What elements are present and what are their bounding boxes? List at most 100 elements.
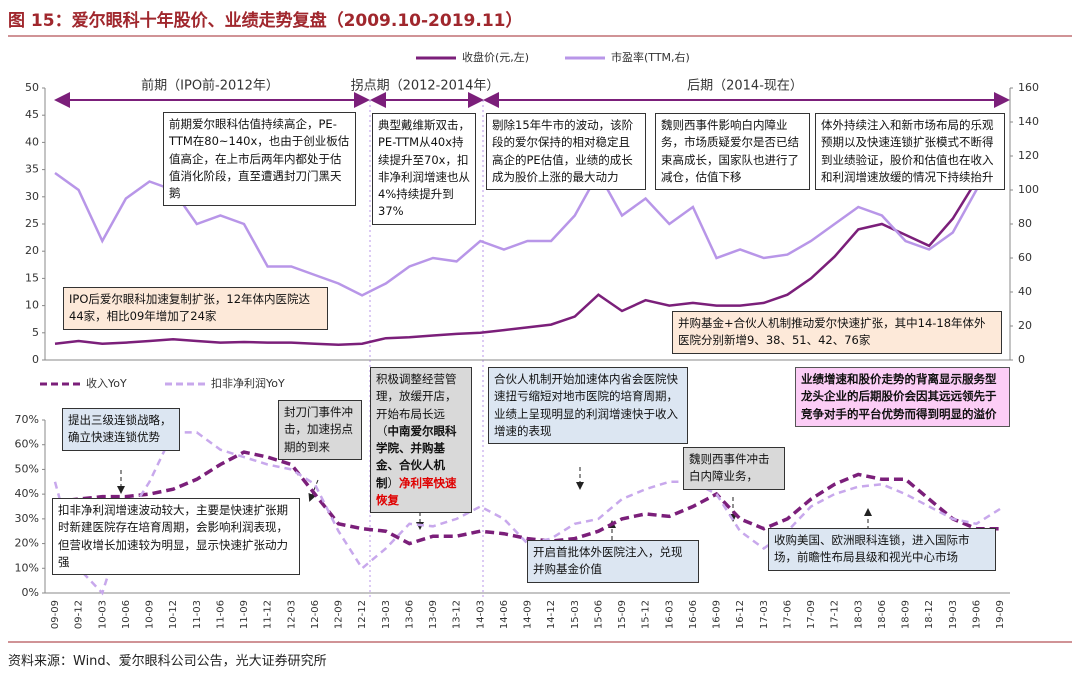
x-tick-label: 19-03 — [948, 600, 959, 629]
tick-label: 30% — [15, 512, 39, 525]
annotation: 体外持续注入和新市场布局的乐观预期以及快速连锁扩张模式不断得到业绩验证，股价和估… — [815, 113, 1005, 190]
annotation: 并购基金+合伙人机制推动爱尔快速扩张，其中14-18年体外医院分别新增9、38、… — [672, 311, 1002, 354]
x-tick-label: 15-12 — [641, 600, 652, 629]
x-tick-label: 16-12 — [735, 600, 746, 629]
x-tick-label: 11-06 — [215, 600, 226, 629]
annotation: 封刀门事件冲击，加速拐点期的到来 — [278, 400, 362, 460]
x-tick-label: 18-12 — [924, 600, 935, 629]
x-tick-label: 17-12 — [830, 600, 841, 629]
annotation: IPO后爱尔眼科加速复制扩张，12年体内医院达44家，相比09年增加了24家 — [63, 287, 328, 330]
tick-label: 140 — [1018, 115, 1039, 128]
x-tick-label: 12-06 — [310, 600, 321, 629]
x-tick-label: 19-09 — [995, 600, 1006, 629]
tick-label: 160 — [1018, 81, 1039, 94]
annotation: 前期爱尔眼科估值持续高企，PE-TTM在80~140x，也由于创业板估值高企，在… — [163, 112, 356, 207]
x-tick-label: 18-06 — [877, 600, 888, 629]
legend-label: 市盈率(TTM,右) — [611, 50, 690, 64]
x-tick-label: 15-09 — [617, 600, 628, 629]
series-line — [54, 450, 1000, 546]
tick-label: 20 — [1018, 319, 1032, 332]
x-tick-label: 15-06 — [593, 600, 604, 629]
x-tick-label: 14-03 — [475, 600, 486, 629]
x-tick-label: 12-03 — [286, 600, 297, 629]
tick-label: 0 — [32, 353, 39, 366]
tick-label: 10 — [25, 299, 39, 312]
annotation-bold: 中南爱尔眼科学院、并购基金、合伙人机制 — [376, 423, 457, 490]
tick-label: 15 — [25, 271, 39, 284]
x-tick-label: 15-03 — [570, 600, 581, 629]
tick-label: 40% — [15, 487, 39, 500]
x-tick-label: 16-03 — [664, 600, 675, 629]
annotation: 魏则西事件影响白内障业务，市场质疑爱尔是否已结束高成长，国家队也进行了减仓，估值… — [655, 113, 810, 190]
x-tick-label: 11-09 — [239, 600, 250, 629]
annotation-highlight: 净利率快速恢复 — [376, 475, 457, 507]
x-tick-label: 17-09 — [806, 600, 817, 629]
tick-label: 10% — [15, 561, 39, 574]
tick-label: 70% — [15, 413, 39, 426]
tick-label: 35 — [25, 163, 39, 176]
tick-label: 40 — [1018, 285, 1032, 298]
x-tick-label: 09-09 — [50, 600, 61, 629]
x-tick-label: 13-12 — [452, 600, 463, 629]
callout-arrows — [117, 467, 872, 540]
tick-label: 40 — [25, 135, 39, 148]
tick-label: 50% — [15, 462, 39, 475]
x-tick-label: 14-09 — [523, 600, 534, 629]
x-tick-label: 10-03 — [97, 600, 108, 629]
x-tick-label: 17-06 — [782, 600, 793, 629]
x-tick-label: 16-09 — [712, 600, 723, 629]
period-label: 后期（2014-现在） — [687, 79, 803, 94]
annotation: 提出三级连锁战略，确立快速连锁优势 — [62, 408, 180, 451]
annotation: 业绩增速和股价走势的背离显示服务型龙头企业的后期股价会因其远远领先于竞争对手的平… — [795, 367, 1010, 427]
tick-label: 20 — [25, 244, 39, 257]
tick-label: 0% — [22, 586, 39, 599]
annotation: 开启首批体外医院注入，兑现并购基金价值 — [527, 540, 699, 583]
x-tick-label: 10-12 — [168, 600, 179, 629]
x-tick-label: 14-12 — [546, 600, 557, 629]
series-line — [54, 152, 1001, 347]
period-label: 拐点期（2012-2014年） — [351, 79, 500, 94]
tick-label: 120 — [1018, 149, 1039, 162]
tick-label: 20% — [15, 537, 39, 550]
x-tick-label: 16-06 — [688, 600, 699, 629]
series-line — [53, 431, 1001, 596]
tick-label: 60% — [15, 438, 39, 451]
title: 图 15：爱尔眼科十年股价、业绩走势复盘（2009.10-2019.11） — [8, 11, 523, 31]
tick-label: 50 — [25, 81, 39, 94]
annotation-text: 积极调整经营管理，放缓开店，开始布局长远（ — [376, 372, 457, 438]
annotation: 合伙人机制开始加速体内省会医院快速扭亏缩短对地市医院的培育周期，业绩上呈现明显的… — [488, 367, 688, 444]
annotation: 魏则西事件冲击白内障业务， — [683, 447, 785, 490]
annotation-text: ） — [387, 475, 400, 490]
x-tick-label: 18-09 — [901, 600, 912, 629]
annotation: 扣非净利润增速波动较大，主要是快速扩张期时新建医院存在培育周期，会影响利润表现，… — [52, 498, 300, 575]
period-label: 前期（IPO前-2012年） — [141, 78, 279, 94]
x-tick-label: 13-03 — [381, 600, 392, 629]
x-tick-label: 19-06 — [971, 600, 982, 629]
x-tick-label: 18-03 — [853, 600, 864, 629]
tick-label: 45 — [25, 108, 39, 121]
tick-label: 25 — [25, 217, 39, 230]
tick-label: 5 — [32, 326, 39, 339]
legend-label: 扣非净利润YoY — [211, 376, 285, 390]
legend-label: 收盘价(元,左) — [462, 50, 529, 64]
x-tick-label: 13-06 — [404, 600, 415, 629]
x-tick-label: 17-03 — [759, 600, 770, 629]
x-tick-label: 13-09 — [428, 600, 439, 629]
x-tick-label: 10-09 — [145, 600, 156, 629]
x-tick-label: 10-06 — [121, 600, 132, 629]
x-tick-label: 09-12 — [74, 600, 85, 629]
tick-label: 60 — [1018, 251, 1032, 264]
tick-label: 30 — [25, 190, 39, 203]
legend-label: 收入YoY — [86, 376, 127, 390]
x-tick-label: 11-03 — [192, 600, 203, 629]
annotation: 积极调整经营管理，放缓开店，开始布局长远（中南爱尔眼科学院、并购基金、合伙人机制… — [370, 367, 472, 513]
annotation: 收购美国、欧洲眼科连锁，进入国际市场，前瞻性布局县级和视光中心市场 — [768, 528, 996, 571]
tick-label: 100 — [1018, 183, 1039, 196]
source: 资料来源：Wind、爱尔眼科公司公告，光大证券研究所 — [8, 654, 327, 669]
x-tick-label: 12-09 — [334, 600, 345, 629]
annotation: 典型戴维斯双击，PE-TTM从40x持续提升至70x，扣非净利润增速也从4%持续… — [372, 113, 476, 225]
x-tick-label: 12-12 — [357, 600, 368, 629]
series-line — [54, 146, 1002, 297]
